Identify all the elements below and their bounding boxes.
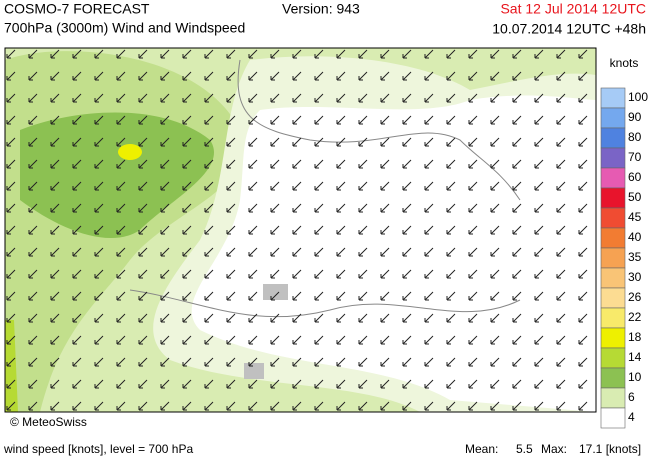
mean-label: Mean:: [465, 442, 498, 456]
legend-label: 45: [628, 210, 642, 224]
credit-box: [6, 414, 104, 432]
legend-swatch: [600, 247, 626, 269]
footer-caption: wind speed [knots], level = 700 hPa: [3, 442, 193, 456]
map: [5, 48, 596, 412]
legend-label: 40: [628, 230, 642, 244]
legend-swatch: [600, 87, 626, 109]
credit: © MeteoSwiss: [10, 415, 87, 429]
legend-swatch: [600, 287, 626, 309]
legend-label: 30: [628, 270, 642, 284]
map-frame: [4, 47, 597, 413]
mean-value: 5.5: [516, 442, 533, 456]
legend-swatch: [600, 407, 626, 429]
legend-label: 100: [628, 90, 648, 104]
legend-swatch: [600, 347, 626, 369]
legend: 100 90 80 70 60 50 45 40 35 30 26 22 18 14 10 6 4: [600, 87, 648, 429]
wind-arrows: [5, 48, 596, 412]
legend-swatch: [600, 387, 626, 409]
legend-label: 4: [628, 410, 635, 424]
legend-swatch: [600, 327, 626, 349]
max-label: Max:: [541, 442, 567, 456]
legend-label: 35: [628, 250, 642, 264]
valid-time: Sat 12 Jul 2014 12UTC: [500, 1, 646, 17]
legend-swatch: [600, 147, 626, 169]
legend-swatch: [600, 207, 626, 229]
version: Version: 943: [282, 1, 360, 17]
legend-swatch: [600, 367, 626, 389]
legend-swatch: [600, 267, 626, 289]
subtitle: 700hPa (3000m) Wind and Windspeed: [4, 20, 245, 36]
legend-label: 70: [628, 150, 642, 164]
legend-swatch: [600, 127, 626, 149]
legend-swatch: [600, 307, 626, 329]
legend-label: 6: [628, 390, 635, 404]
legend-label: 50: [628, 190, 642, 204]
legend-swatch: [600, 167, 626, 189]
legend-label: 90: [628, 110, 642, 124]
max-value: 17.1 [knots]: [579, 442, 641, 456]
legend-label: 26: [628, 290, 642, 304]
legend-swatch: [600, 187, 626, 209]
legend-label: 14: [628, 350, 642, 364]
legend-swatch: [600, 107, 626, 129]
legend-label: 18: [628, 330, 642, 344]
legend-label: 60: [628, 170, 642, 184]
run-time: 10.07.2014 12UTC +48h: [492, 21, 646, 37]
legend-swatch: [600, 227, 626, 249]
legend-label: 10: [628, 370, 642, 384]
title: COSMO-7 FORECAST: [4, 1, 150, 17]
legend-label: 22: [628, 310, 642, 324]
legend-label: 80: [628, 130, 642, 144]
legend-unit: knots: [610, 56, 639, 70]
